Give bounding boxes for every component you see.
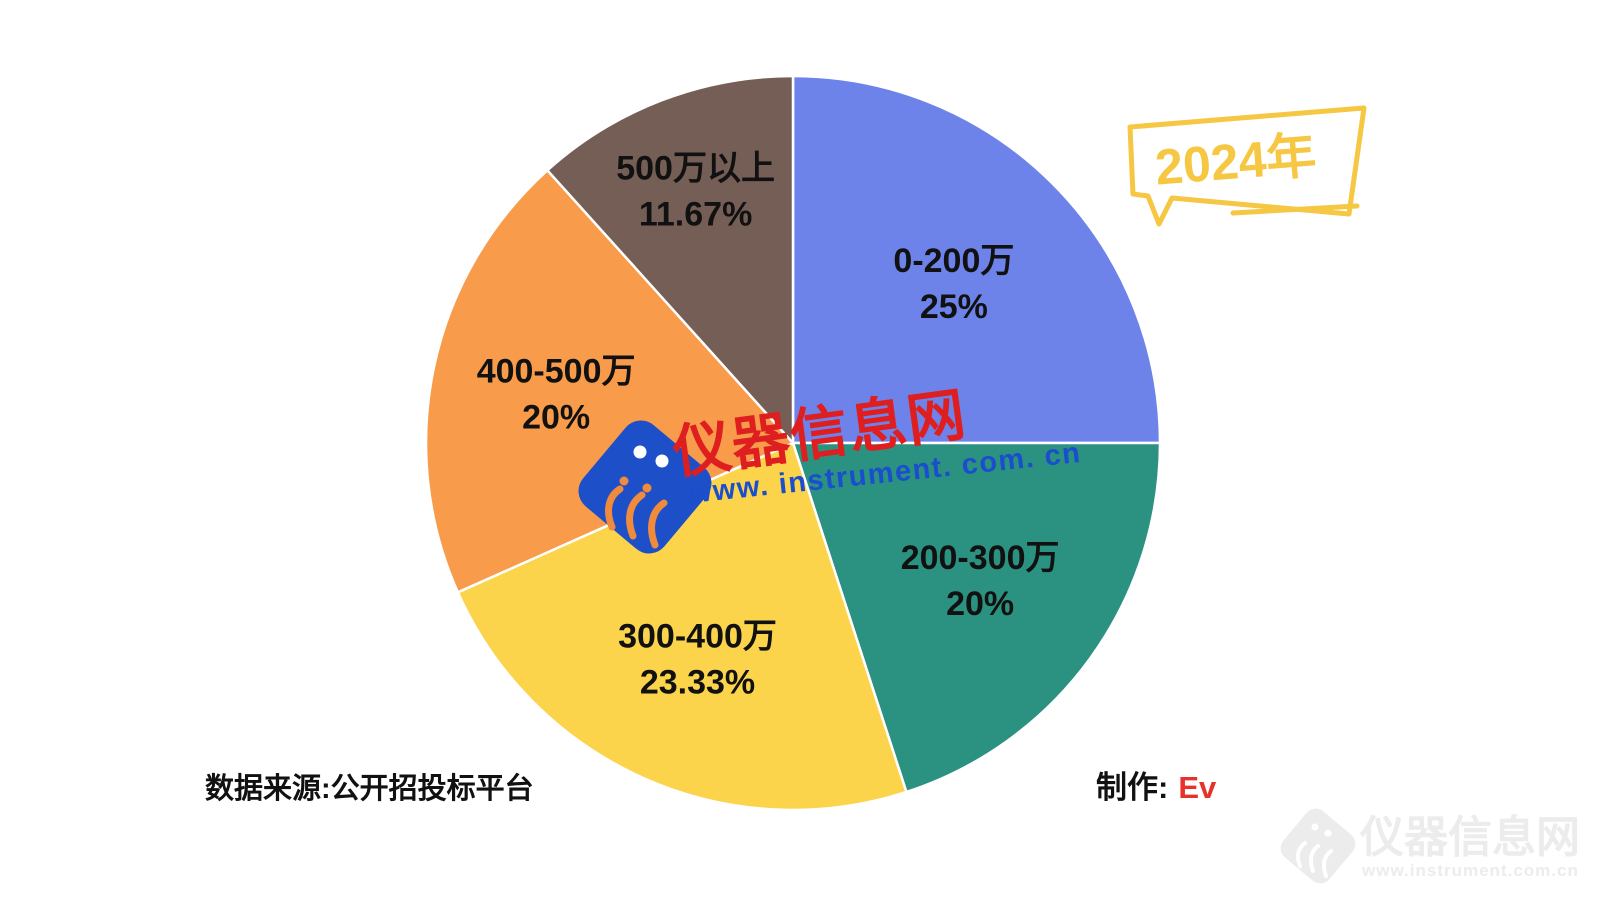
credit-value: Ev — [1178, 770, 1217, 805]
instrument-logo-icon — [578, 420, 712, 554]
corner-logo-icon — [1280, 808, 1356, 884]
year-callout-bubble-outline — [1127, 105, 1367, 227]
data-source-note: 数据来源:公开招投标平台 — [205, 773, 534, 805]
pie-slices-group: 0-200万 25% 200-300万 20% 300-400万 23.33% 400-50… — [424, 74, 1162, 812]
credit-label: 制作: — [1096, 770, 1169, 805]
center-watermark: 仪器信息网 www. instrument. com. cn — [578, 382, 1083, 554]
pie-slice-label-0: 0-200万 25% — [893, 242, 1014, 326]
pie-slice-3 — [424, 169, 795, 594]
year-callout-label: 2024年 — [1153, 127, 1318, 195]
corner-watermark-url: www.instrument.com.cn — [1361, 861, 1579, 880]
pie-slice-label-2: 300-400万 23.33% — [618, 618, 777, 702]
pie-slice-1 — [791, 441, 1162, 794]
credit-note: 制作: Ev — [1096, 762, 1216, 807]
pie-slice-label-3: 400-500万 20% — [477, 353, 636, 437]
pie-slice-4 — [546, 74, 795, 445]
year-callout-underline — [1230, 203, 1360, 216]
year-callout: 2024年 — [1127, 105, 1367, 227]
corner-watermark: 仪器信息网 www.instrument.com.cn — [1280, 808, 1580, 884]
corner-watermark-title: 仪器信息网 — [1359, 813, 1580, 862]
pie-slice-label-4: 500万以上 11.67% — [616, 150, 775, 234]
pie-slice-0 — [791, 74, 1162, 445]
pie-slice-2 — [456, 441, 908, 812]
pie-slice-label-1: 200-300万 20% — [901, 539, 1060, 623]
